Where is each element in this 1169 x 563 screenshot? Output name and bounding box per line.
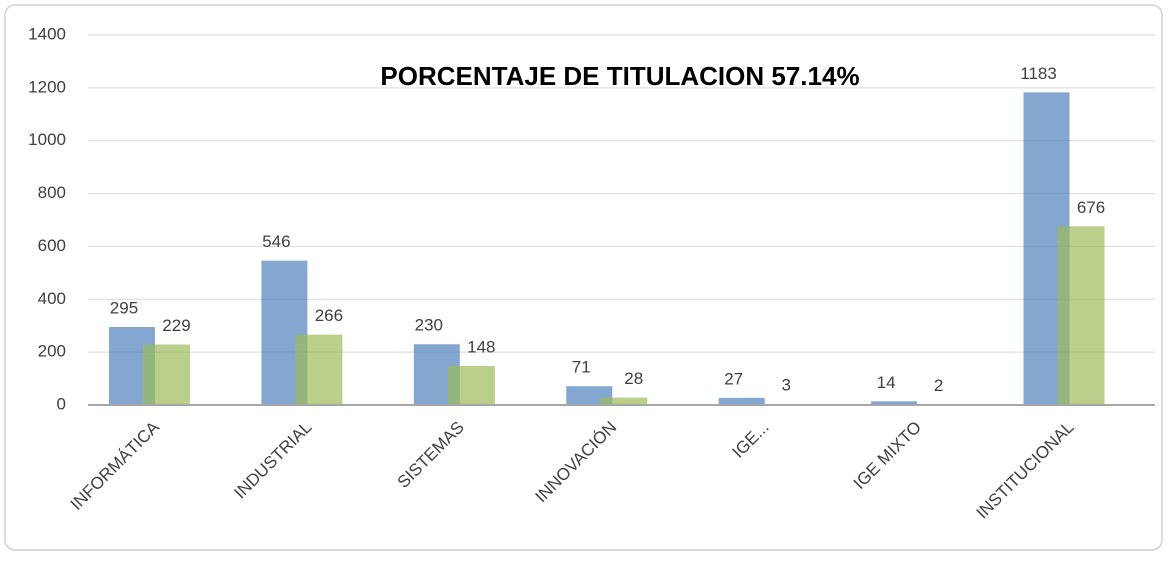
data-label: 3: [781, 376, 790, 395]
bar: [295, 334, 343, 405]
y-tick-label: 400: [38, 289, 66, 308]
y-tick-label: 200: [38, 342, 66, 361]
data-label: 676: [1077, 198, 1105, 217]
y-tick-label: 600: [38, 236, 66, 255]
y-tick-label: 1000: [28, 130, 66, 149]
data-label: 2: [934, 376, 943, 395]
y-tick-label: 1400: [28, 24, 66, 43]
data-label: 295: [110, 299, 138, 318]
data-label: 71: [572, 358, 591, 377]
data-label: 28: [624, 369, 643, 388]
data-label: 1183: [1020, 64, 1057, 83]
y-tick-label: 800: [38, 183, 66, 202]
data-label: 148: [467, 337, 495, 356]
data-label: 230: [415, 316, 443, 335]
data-label: 266: [315, 306, 343, 325]
bar: [600, 397, 648, 405]
data-label: 27: [724, 369, 743, 388]
bar: [447, 365, 495, 405]
bar: [1057, 226, 1105, 405]
bar: [871, 401, 918, 405]
chart-title: PORCENTAJE DE TITULACION 57.14%: [380, 61, 859, 91]
y-tick-label: 0: [57, 394, 66, 413]
bar: [718, 397, 765, 405]
chart-frame: [4, 4, 1163, 551]
y-tick-label: 1200: [28, 77, 66, 96]
bar: [142, 344, 190, 405]
data-label: 14: [877, 373, 896, 392]
data-label: 546: [262, 232, 290, 251]
data-label: 229: [162, 316, 190, 335]
